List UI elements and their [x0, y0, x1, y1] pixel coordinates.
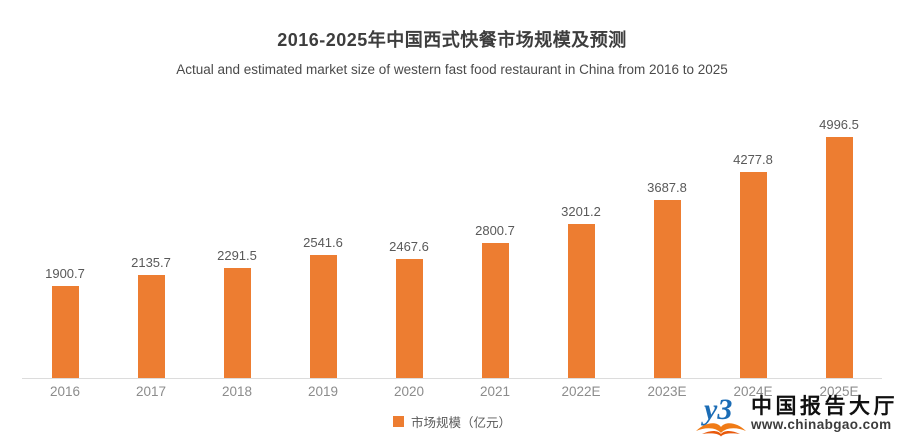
x-axis-label-2017: 2017: [135, 384, 167, 399]
legend-label: 市场规模（亿元）: [410, 416, 511, 430]
bar-value-label: 4277.8: [733, 151, 773, 167]
chart-subtitle: Actual and estimated market size of west…: [176, 62, 728, 77]
x-axis-label-2024E: 2024E: [733, 384, 773, 399]
x-axis-label-2020: 2020: [393, 384, 425, 399]
bars-row: 1900.7 2135.7 2291.5 2541.6 2467.6 2800.7 3201…: [22, 100, 882, 379]
legend: 市场规模（亿元）: [0, 412, 904, 431]
x-axis-label-2019: 2019: [307, 384, 339, 399]
bar-value-label: 2541.6: [303, 235, 343, 251]
bar-2021: [481, 242, 509, 378]
bar-value-label: 2467.6: [389, 239, 429, 254]
x-axis-label-2025E: 2025E: [819, 384, 859, 399]
watermark-url: www.chinabgao.com: [751, 416, 892, 432]
bar-2020: [395, 259, 423, 378]
bar-group-2018: 2291.5: [194, 247, 280, 378]
x-axis-label-2016: 2016: [49, 384, 81, 399]
x-axis-label-2023E: 2023E: [647, 384, 687, 399]
plot-area: 1900.7 2135.7 2291.5 2541.6 2467.6 2800.7 3201…: [22, 100, 882, 379]
watermark-text: 中国报告大厅 www.chinabgao.com: [751, 394, 898, 432]
bar-2016: [51, 286, 79, 378]
bar-2017: [137, 275, 165, 378]
x-axis-label-2021: 2021: [479, 384, 511, 399]
bar-group-2022E: 3201.2: [538, 204, 624, 378]
watermark: y3 中国报告大厅 www.chinabgao.com: [694, 389, 898, 439]
bar-group-2021: 2800.7: [452, 223, 538, 378]
watermark-name: 中国报告大厅: [751, 394, 898, 418]
bar-value-label: 3687.8: [647, 180, 687, 196]
bar-value-label: 2135.7: [131, 255, 171, 270]
bar-group-2020: 2467.6: [366, 239, 452, 378]
bar-value-label: 1900.7: [45, 266, 85, 282]
bar-2018: [223, 267, 251, 378]
bar-value-label: 3201.2: [561, 203, 601, 219]
legend-swatch: [392, 416, 404, 427]
bar-group-2019: 2541.6: [280, 235, 366, 378]
bar-value-label: 2800.7: [475, 222, 515, 238]
bar-group-2016: 1900.7: [22, 266, 108, 378]
bar-value-label: 4996.5: [819, 117, 859, 132]
bar-group-2017: 2135.7: [108, 255, 194, 378]
bar-2024E: [739, 171, 767, 378]
x-axis-label-2018: 2018: [221, 384, 253, 399]
x-axis: 2016 2017 2018 2019 2020 2021 2022E 2023E 2024E 2…: [22, 384, 882, 399]
bar-group-2023E: 3687.8: [624, 180, 710, 378]
chart-title: 2016-2025年中国西式快餐市场规模及预测: [277, 30, 627, 50]
bar-2022E: [567, 223, 595, 378]
bar-2025E: [825, 137, 853, 378]
bar-2019: [309, 255, 337, 378]
bar-group-2024E: 4277.8: [710, 152, 796, 378]
svg-text:y3: y3: [701, 393, 732, 426]
bar-group-2025E: 4996.5: [796, 117, 882, 378]
bar-value-label: 2291.5: [217, 247, 257, 263]
chinabgao-logo-icon: y3: [696, 393, 746, 437]
bar-2023E: [653, 200, 681, 378]
x-axis-label-2022E: 2022E: [561, 384, 601, 399]
